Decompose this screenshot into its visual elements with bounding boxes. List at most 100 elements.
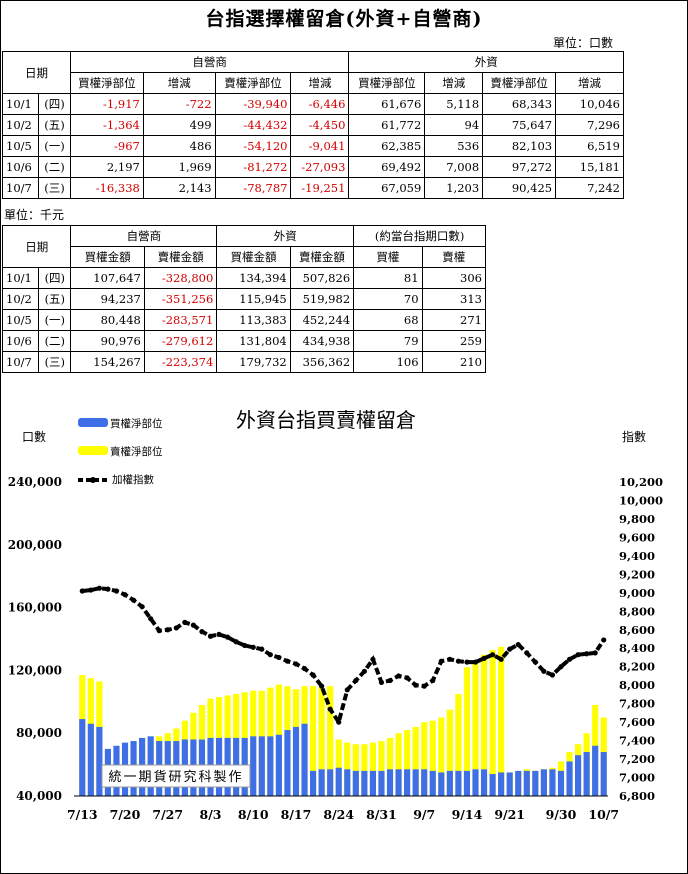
right-tick-label: 10,000 [619, 493, 663, 507]
call-bar [566, 761, 573, 796]
table-cell: -223,374 [143, 351, 218, 373]
put-bar [386, 737, 394, 796]
right-tick-label: 8,000 [619, 678, 655, 692]
table-cell: 313 [421, 288, 487, 310]
column-header: 買權金額 [70, 246, 145, 268]
column-header: 賣權金額 [289, 246, 355, 268]
legend-swatch-index-point [90, 477, 96, 483]
right-axis-label: 指數 [622, 429, 646, 444]
table-cell: -1,917 [69, 93, 144, 115]
right-tick-label: 8,400 [619, 641, 655, 655]
call-bar [352, 770, 359, 796]
index-point [515, 641, 521, 648]
right-tick-label: 7,400 [619, 734, 655, 748]
index-point [532, 659, 538, 665]
put-bar [446, 709, 453, 796]
call-bar [79, 719, 86, 796]
index-point [259, 646, 265, 652]
index-point [327, 706, 333, 712]
table-cell: 7,242 [555, 177, 624, 199]
call-bar [327, 769, 334, 796]
index-point [319, 683, 325, 689]
index-point [88, 587, 94, 593]
call-bar [335, 767, 342, 796]
index-point [447, 656, 453, 662]
index-point [105, 586, 111, 592]
call-bar [404, 769, 411, 796]
table-cell: 271 [421, 309, 487, 331]
chart-title: 外資台指買賣權留倉 [236, 408, 416, 432]
x-tick-label: 10/7 [588, 807, 619, 822]
index-point [558, 664, 564, 670]
column-header: 賣權淨部位 [214, 72, 292, 94]
table-cell: 154,267 [70, 351, 145, 373]
put-bar [429, 720, 436, 796]
call-bar [472, 769, 479, 796]
table-cell: 62,385 [348, 135, 426, 157]
positions-table: 日期 自營商 外資 買權淨部位 增減 賣權淨部位 增減 買權淨部位 增減 賣權淨部位 增減 1… [2, 51, 624, 199]
table-cell: 2,143 [142, 177, 216, 199]
watermark-text: 統一期貨研究科製作 [108, 769, 243, 785]
index-point [378, 679, 385, 686]
put-bar [378, 741, 385, 796]
right-tick-label: 6,800 [619, 789, 655, 803]
index-point [173, 625, 179, 631]
table-cell: 10,046 [555, 93, 624, 115]
index-point [224, 634, 231, 640]
put-bar [498, 646, 505, 796]
index-point [370, 656, 376, 662]
index-point [267, 652, 273, 658]
call-bar [301, 723, 308, 796]
x-tick-label: 8/3 [200, 807, 222, 822]
group-header-dealer: 自營商 [69, 51, 350, 73]
row-date: 10/1 [2, 93, 39, 115]
left-tick-label: 160,000 [8, 601, 62, 615]
legend-swatch-put [78, 446, 108, 455]
table-cell: 519,982 [289, 288, 355, 310]
table-cell: 131,804 [216, 330, 291, 352]
table-cell: 81 [353, 267, 423, 289]
legend-label-call: 買權淨部位 [110, 417, 163, 430]
index-point [113, 588, 120, 594]
right-tick-label: 7,800 [619, 697, 655, 711]
index-point [276, 654, 282, 661]
call-bar [386, 769, 394, 796]
call-bar [318, 769, 325, 796]
index-point [344, 687, 350, 693]
call-bar [412, 769, 419, 796]
row-weekday: (五) [38, 288, 72, 310]
table-cell: -44,432 [214, 114, 292, 136]
index-point [549, 672, 556, 678]
x-tick-label: 9/14 [452, 807, 483, 822]
table-cell: -722 [142, 93, 216, 115]
index-point [472, 659, 479, 665]
table-cell: 80,448 [70, 309, 145, 331]
date-header: 日期 [1, 225, 72, 268]
call-bar [250, 736, 257, 796]
right-tick-label: 9,600 [619, 530, 655, 544]
x-tick-label: 7/13 [67, 807, 98, 822]
put-bar [395, 733, 402, 796]
table-row: 10/1 (四) 107,647 -328,800 134,394 507,826 81 30… [1, 267, 487, 289]
put-bar [421, 722, 428, 796]
call-bar [600, 752, 607, 796]
table-cell: 356,362 [289, 351, 355, 373]
put-bar [369, 742, 376, 796]
column-header: 賣權淨部位 [482, 72, 557, 94]
row-date: 10/5 [1, 309, 40, 331]
table-cell: 6,519 [555, 135, 624, 157]
index-point [250, 644, 256, 650]
table-cell: 434,938 [289, 330, 355, 352]
left-tick-label: 80,000 [16, 726, 62, 740]
row-weekday: (三) [37, 177, 71, 199]
right-tick-label: 7,600 [619, 715, 655, 729]
call-bar [344, 769, 351, 796]
table-cell: 7,296 [555, 114, 624, 136]
index-point [601, 637, 607, 643]
table-row: 10/6 (二) 90,976 -279,612 131,804 434,938 79 259 [1, 330, 487, 352]
table-row: 10/2 (五) 94,237 -351,256 115,945 519,982 70 313 [1, 288, 487, 310]
call-bar [506, 772, 513, 796]
index-point [353, 677, 359, 684]
index-point [284, 658, 291, 664]
page-title: 台指選擇權留倉(外資+自營商) [205, 8, 483, 30]
